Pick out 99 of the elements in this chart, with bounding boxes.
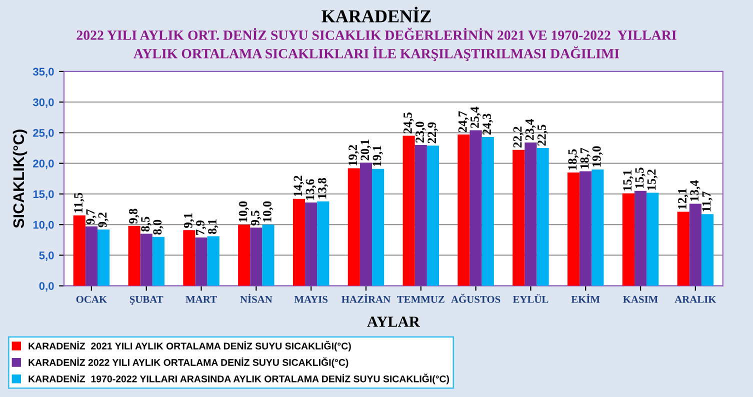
chart-title: KARADENİZ <box>322 6 431 22</box>
data-label: 10,0 <box>262 201 274 222</box>
data-label: 19,1 <box>372 146 384 166</box>
x-axis-title: AYLAR <box>367 316 420 327</box>
data-label: 18,5 <box>568 149 578 170</box>
bar <box>292 198 306 286</box>
data-label: 11,5 <box>74 192 84 213</box>
y-tick-label: 30,0 <box>32 98 54 108</box>
bar <box>195 237 208 286</box>
bar <box>426 146 440 286</box>
x-tick-label: OCAK <box>76 296 107 303</box>
y-tick-label: 0,0 <box>39 282 54 292</box>
data-label: 24,3 <box>482 114 493 135</box>
y-tick-label: 35,0 <box>32 68 54 78</box>
bar <box>317 201 330 286</box>
bar <box>701 214 714 286</box>
data-label: 14,2 <box>294 176 304 196</box>
data-label: 24,5 <box>404 112 414 134</box>
data-label: 8,1 <box>208 219 218 234</box>
x-tick-label: EKİM <box>571 294 600 303</box>
data-label: 13,6 <box>306 179 316 200</box>
bar <box>128 226 140 286</box>
bar <box>207 236 220 286</box>
bar <box>458 134 470 286</box>
bar <box>238 224 250 286</box>
data-label: 8,5 <box>141 216 152 232</box>
legend-label: KARADENİZ 1970-2022 YILLARI ARASINDA AYLIK ORTALAMA DENİZ SUYU SICAKLIĞI(°C) <box>28 374 450 384</box>
data-label: 15,1 <box>623 170 634 191</box>
data-label: 19,0 <box>592 146 603 167</box>
data-label: 22,5 <box>538 124 548 146</box>
bar <box>305 202 318 286</box>
x-tick-label: NİSAN <box>240 294 272 303</box>
y-tick-label: 20,0 <box>33 160 54 170</box>
data-label: 9,5 <box>250 210 262 226</box>
bar <box>567 172 580 286</box>
bar <box>360 162 372 286</box>
data-label: 24,7 <box>458 111 469 132</box>
x-tick-label: KASIM <box>623 296 658 303</box>
chart-subtitle: 2022 YILI AYLIK ORT. DENİZ SUYU SICAKLIK DEĞERLERİNİN 2021 VE 1970-2022 YILLARI AYLIK ORTALAMA SICAKLIKLARI İLE KARŞILAŞTIRILMASI DAĞILIMI <box>76 28 676 62</box>
bar <box>634 190 647 286</box>
x-tick-label: ARALIK <box>674 296 716 303</box>
bar <box>348 168 360 286</box>
data-label: 8,0 <box>153 220 164 235</box>
bar <box>689 204 702 286</box>
bar <box>183 230 196 286</box>
bar <box>536 148 549 286</box>
y-tick-label: 15,0 <box>33 190 54 200</box>
data-label: 23,0 <box>416 122 426 143</box>
data-label: 18,7 <box>580 148 591 168</box>
x-tick-label: ŞUBAT <box>130 296 164 305</box>
bar <box>152 236 164 286</box>
data-label: 9,2 <box>98 212 108 228</box>
data-label: 20,1 <box>360 140 371 160</box>
bar <box>482 137 494 286</box>
data-label: 9,1 <box>184 213 194 228</box>
data-label: 9,7 <box>86 209 96 224</box>
data-label: 23,4 <box>525 119 536 140</box>
x-tick-label: AĞUSTOS <box>451 294 500 303</box>
bar <box>512 150 525 286</box>
x-tick-label: MAYIS <box>294 296 328 303</box>
data-label: 25,4 <box>470 106 481 128</box>
legend-label: KARADENİZ 2022 YILI AYLIK ORTALAMA DENİZ SUYU SICAKLIĞI(°C) <box>28 357 348 368</box>
bar <box>98 229 110 286</box>
data-label: 19,2 <box>348 145 359 166</box>
y-tick-label: 5,0 <box>39 251 54 261</box>
bar <box>140 234 152 286</box>
bar <box>646 192 659 286</box>
bar <box>414 144 427 286</box>
bar <box>262 224 274 286</box>
x-tick-label: HAZİRAN <box>342 294 390 303</box>
legend-label: KARADENİZ 2021 YILI AYLIK ORTALAMA DENİZ SUYU SICAKLIĞI(°C) <box>28 340 351 352</box>
bar <box>85 226 98 286</box>
bar <box>470 130 482 286</box>
bar <box>402 136 415 286</box>
y-axis-title: SICAKLIK(°C) <box>12 130 28 228</box>
x-tick-label: TEMMUZ <box>397 296 444 303</box>
data-label: 15,2 <box>647 170 658 190</box>
data-label: 12,1 <box>678 188 688 209</box>
x-tick-label: MART <box>186 296 217 303</box>
bar <box>250 228 262 286</box>
data-label: 22,9 <box>428 122 438 144</box>
data-label: 13,8 <box>318 178 328 198</box>
bar <box>622 193 634 286</box>
data-label: 15,5 <box>635 168 646 188</box>
data-label: 11,7 <box>702 191 712 212</box>
bar <box>677 212 690 286</box>
bar <box>580 171 592 286</box>
y-tick-label: 25,0 <box>33 128 54 138</box>
x-tick-label: EYLÜL <box>512 294 548 303</box>
bar <box>372 168 384 286</box>
bar <box>73 215 86 286</box>
bar <box>524 142 537 286</box>
bar <box>592 169 604 286</box>
data-label: 10,0 <box>238 201 250 222</box>
data-label: 7,9 <box>196 220 206 235</box>
y-tick-label: 10,0 <box>33 220 54 230</box>
data-label: 22,2 <box>513 126 524 148</box>
data-label: 13,4 <box>690 180 700 201</box>
data-label: 9,8 <box>128 208 140 224</box>
